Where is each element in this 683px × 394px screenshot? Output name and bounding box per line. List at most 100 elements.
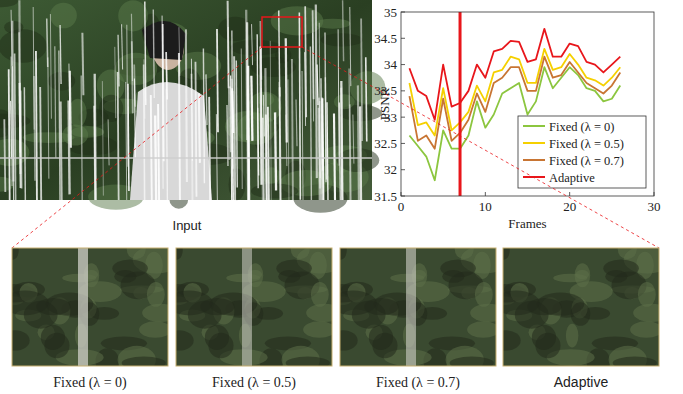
y-tick-label: 35 <box>384 5 397 20</box>
rain-residue <box>406 248 416 366</box>
crop-caption: Adaptive <box>554 374 609 390</box>
legend-label: Fixed (λ = 0.5) <box>549 137 624 151</box>
crop-texture <box>176 248 183 260</box>
rain-streak <box>299 13 300 200</box>
crop-texture <box>503 330 521 350</box>
rain-streak <box>360 106 361 200</box>
rain-streak <box>338 29 339 165</box>
crop-texture <box>605 270 627 283</box>
rain-streak <box>203 49 204 184</box>
rain-streak <box>48 57 49 178</box>
zoom-connector <box>12 47 262 248</box>
rain-streak <box>145 1 146 105</box>
legend-swatch <box>523 142 545 144</box>
crop-image <box>503 248 659 366</box>
frame-seam <box>0 157 372 159</box>
rain-streak <box>82 33 83 96</box>
y-tick <box>401 143 405 144</box>
input-label: Input <box>173 218 202 233</box>
rain-streak <box>69 64 70 120</box>
legend-label: Fixed (λ = 0) <box>549 120 615 134</box>
rain-streak <box>236 60 237 187</box>
crop-texture <box>122 357 166 366</box>
input-background <box>0 0 372 200</box>
rain-streak <box>36 51 37 200</box>
y-tick <box>401 38 405 39</box>
x-tick <box>569 192 570 196</box>
crop-texture <box>532 325 556 350</box>
rain-streak <box>334 113 335 200</box>
rain-streak <box>257 34 258 188</box>
rain-streak <box>122 24 123 69</box>
rain-streak <box>115 47 116 118</box>
crop-frame <box>12 248 168 366</box>
crop-texture <box>340 330 358 350</box>
rain-streak <box>95 74 96 200</box>
crop-texture <box>303 321 332 337</box>
crop-texture <box>12 291 48 316</box>
foliage <box>62 125 88 146</box>
y-tick <box>401 169 405 170</box>
legend-swatch <box>523 159 545 161</box>
y-tick <box>401 64 405 65</box>
rain-streak <box>162 16 163 189</box>
crop-texture <box>340 291 376 316</box>
rain-streak <box>195 62 196 197</box>
crop-texture <box>503 291 539 316</box>
crop-texture <box>12 330 30 350</box>
rain-streak <box>199 93 200 163</box>
crop-caption: Fixed (λ = 0.5) <box>212 375 296 391</box>
rain-streak <box>275 112 276 190</box>
rain-streak <box>118 35 119 87</box>
foliage <box>334 94 355 109</box>
rain-residue <box>78 248 88 366</box>
legend-label: Fixed (λ = 0.7) <box>549 154 624 168</box>
rain-streak <box>349 69 350 200</box>
plot-frame <box>401 12 654 196</box>
rain-streak <box>127 25 128 167</box>
foliage <box>321 33 363 46</box>
rain-streak <box>232 31 233 169</box>
crop-texture <box>442 270 464 283</box>
rain-streak <box>339 103 340 200</box>
legend-label: Adaptive <box>549 171 595 185</box>
rain-streak <box>251 76 252 141</box>
rain-streak <box>166 89 167 200</box>
rain-streak <box>292 59 293 200</box>
rain-streak <box>126 82 127 200</box>
rain-streak <box>191 59 192 161</box>
rain-streak <box>158 104 159 200</box>
rain-streak <box>151 95 152 200</box>
legend: Fixed (λ = 0) Fixed (λ = 0.5) Fixed (λ = 0… <box>518 116 646 188</box>
rain-streak <box>252 24 253 65</box>
rain-streak <box>55 46 56 157</box>
rain-streak <box>11 10 12 66</box>
crop-texture <box>176 330 194 350</box>
rain-streak <box>341 88 342 200</box>
rain-streak <box>305 6 306 117</box>
frame-marker <box>459 12 462 196</box>
legend-swatch <box>523 125 545 127</box>
crop-texture <box>176 291 212 316</box>
rain-streak <box>102 81 103 196</box>
rain-streak <box>60 25 61 84</box>
y-tick-label: 32.5 <box>374 136 397 151</box>
rain-streak <box>261 47 262 185</box>
rain-streak <box>302 71 303 200</box>
rain-streak <box>24 87 25 200</box>
rain-streak <box>310 46 311 200</box>
crop-frame <box>176 248 332 366</box>
series-line <box>409 29 620 120</box>
input-image <box>0 0 385 213</box>
y-tick-label: 34.5 <box>374 31 397 46</box>
rain-streak <box>11 101 12 159</box>
figure: Input31.53232.53333.53434.5350102030Fram… <box>0 0 683 394</box>
crop-frame <box>503 248 659 366</box>
rain-streak <box>81 76 82 200</box>
rain-streak <box>296 99 297 146</box>
foliage <box>50 3 77 29</box>
rain-streak <box>19 0 20 174</box>
rain-streak <box>327 102 328 200</box>
crop-texture <box>575 263 591 287</box>
rain-streak <box>50 14 51 119</box>
